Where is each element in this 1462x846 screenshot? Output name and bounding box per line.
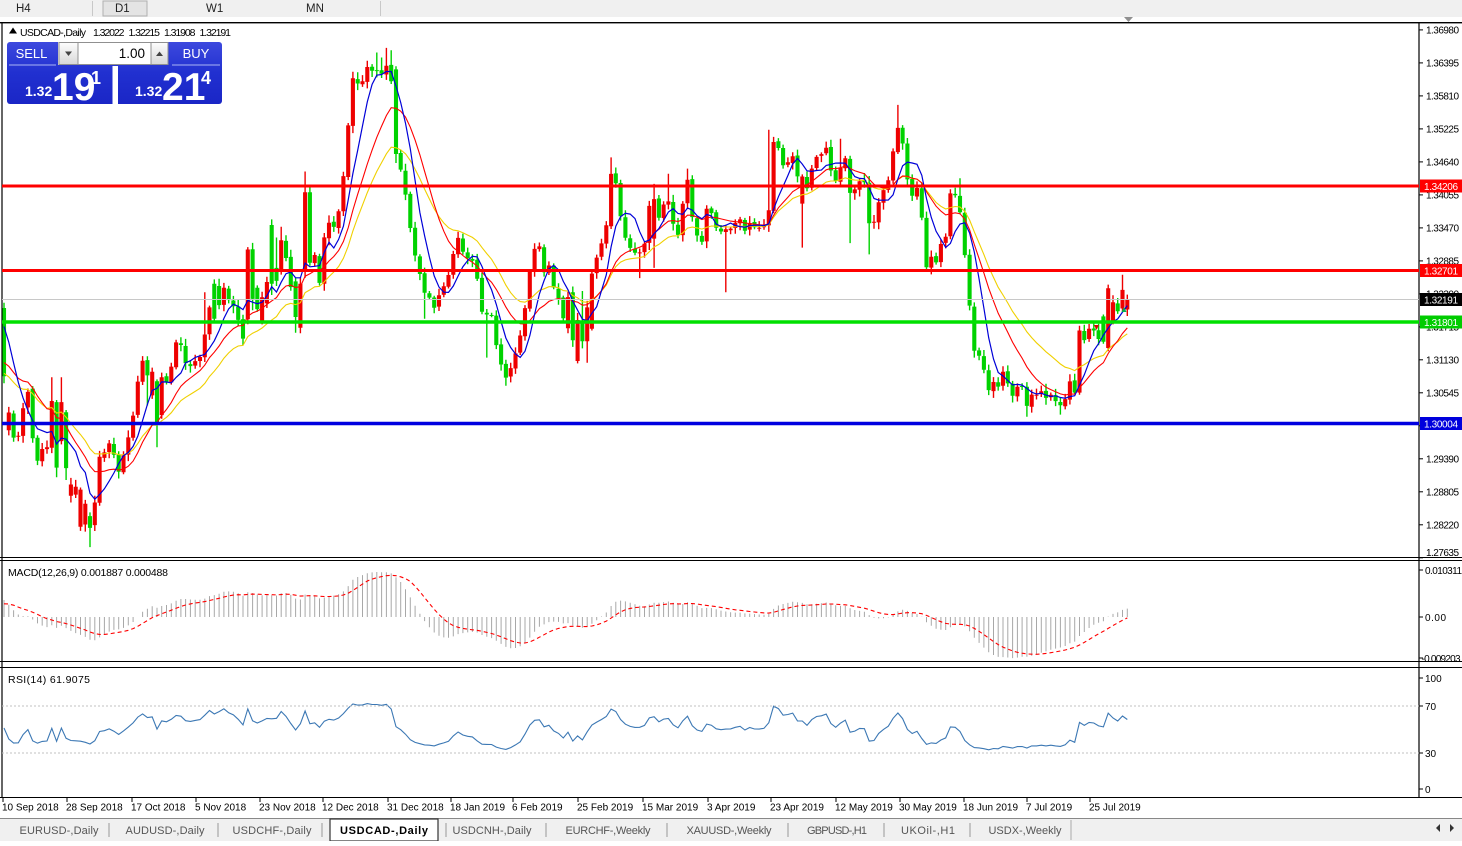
svg-text:1.32: 1.32	[25, 83, 52, 99]
svg-text:1: 1	[91, 68, 101, 88]
svg-text:23 Apr 2019: 23 Apr 2019	[770, 803, 824, 814]
svg-text:1.35810: 1.35810	[1426, 92, 1459, 103]
svg-text:1.31130: 1.31130	[1426, 356, 1459, 367]
svg-text:1.32885: 1.32885	[1426, 257, 1459, 268]
svg-text:15 Mar 2019: 15 Mar 2019	[642, 803, 699, 814]
svg-text:30 May 2019: 30 May 2019	[899, 803, 957, 814]
svg-text:XAUUSD-,Weekly: XAUUSD-,Weekly	[687, 825, 773, 837]
svg-text:1.31801: 1.31801	[1424, 318, 1458, 329]
svg-text:1.36980: 1.36980	[1426, 26, 1459, 37]
svg-text:0: 0	[1425, 785, 1431, 796]
svg-text:5 Nov 2018: 5 Nov 2018	[195, 803, 247, 814]
svg-text:70: 70	[1425, 702, 1437, 713]
svg-text:19: 19	[52, 66, 95, 109]
svg-text:18 Jan 2019: 18 Jan 2019	[450, 803, 505, 814]
svg-text:1.35225: 1.35225	[1426, 125, 1459, 136]
svg-text:UKOil-,H1: UKOil-,H1	[901, 825, 955, 837]
svg-text:1.34206: 1.34206	[1424, 182, 1458, 193]
svg-text:1.32215: 1.32215	[129, 27, 161, 39]
svg-text:4: 4	[201, 68, 211, 88]
svg-text:3 Apr 2019: 3 Apr 2019	[707, 803, 756, 814]
svg-text:1.31908: 1.31908	[164, 27, 196, 39]
svg-text:12 Dec 2018: 12 Dec 2018	[322, 803, 379, 814]
svg-text:EURUSD-,Daily: EURUSD-,Daily	[20, 825, 100, 837]
svg-text:1.30545: 1.30545	[1426, 389, 1459, 400]
svg-text:1.32022: 1.32022	[93, 27, 125, 39]
svg-text:23 Nov 2018: 23 Nov 2018	[259, 803, 316, 814]
svg-text:-0.009203: -0.009203	[1422, 654, 1461, 665]
svg-text:10 Sep 2018: 10 Sep 2018	[2, 803, 59, 814]
svg-text:USDCAD-,Daily: USDCAD-,Daily	[20, 27, 87, 39]
svg-text:RSI(14) 61.9075: RSI(14) 61.9075	[8, 674, 90, 686]
svg-text:6 Feb 2019: 6 Feb 2019	[512, 803, 563, 814]
svg-text:28 Sep 2018: 28 Sep 2018	[66, 803, 123, 814]
svg-text:1.29390: 1.29390	[1426, 455, 1459, 466]
svg-text:1.34055: 1.34055	[1426, 191, 1459, 202]
svg-text:17 Oct 2018: 17 Oct 2018	[131, 803, 186, 814]
svg-text:1.32191: 1.32191	[1424, 295, 1458, 306]
svg-text:25 Feb 2019: 25 Feb 2019	[577, 803, 634, 814]
svg-text:SELL: SELL	[16, 46, 48, 61]
svg-text:1.30004: 1.30004	[1424, 419, 1458, 430]
svg-text:MACD(12,26,9) 0.001887 0.00048: MACD(12,26,9) 0.001887 0.000488	[8, 567, 168, 579]
svg-text:0.00: 0.00	[1425, 613, 1446, 624]
svg-text:USDCNH-,Daily: USDCNH-,Daily	[453, 825, 533, 837]
svg-text:BUY: BUY	[183, 46, 210, 61]
svg-text:GBPUSD-,H1: GBPUSD-,H1	[807, 825, 867, 837]
svg-text:1.33470: 1.33470	[1426, 224, 1459, 235]
svg-text:USDCAD-,Daily: USDCAD-,Daily	[340, 825, 429, 837]
svg-text:100: 100	[1425, 674, 1442, 685]
svg-text:25 Jul 2019: 25 Jul 2019	[1089, 803, 1141, 814]
svg-text:1.00: 1.00	[119, 46, 145, 61]
svg-text:1.32: 1.32	[135, 83, 162, 99]
svg-text:7 Jul 2019: 7 Jul 2019	[1026, 803, 1073, 814]
svg-text:1.36395: 1.36395	[1426, 59, 1459, 70]
svg-text:1.28220: 1.28220	[1426, 521, 1459, 532]
svg-text:1.34640: 1.34640	[1426, 158, 1459, 169]
svg-text:31 Dec 2018: 31 Dec 2018	[387, 803, 444, 814]
svg-text:0.010311: 0.010311	[1425, 566, 1462, 577]
svg-text:AUDUSD-,Daily: AUDUSD-,Daily	[126, 825, 206, 837]
svg-text:USDX-,Weekly: USDX-,Weekly	[989, 825, 1063, 837]
svg-text:30: 30	[1425, 749, 1437, 760]
svg-text:W1: W1	[206, 3, 223, 15]
svg-text:MN: MN	[306, 3, 324, 15]
svg-text:21: 21	[162, 66, 205, 109]
svg-text:1.32191: 1.32191	[200, 27, 232, 39]
svg-text:EURCHF-,Weekly: EURCHF-,Weekly	[566, 825, 652, 837]
svg-text:H4: H4	[16, 3, 31, 15]
svg-text:1.27635: 1.27635	[1426, 548, 1459, 559]
svg-text:12 May 2019: 12 May 2019	[835, 803, 893, 814]
svg-text:1.32701: 1.32701	[1424, 266, 1458, 277]
svg-text:D1: D1	[115, 3, 130, 15]
svg-text:USDCHF-,Daily: USDCHF-,Daily	[233, 825, 313, 837]
svg-text:18 Jun 2019: 18 Jun 2019	[963, 803, 1018, 814]
svg-text:1.28805: 1.28805	[1426, 488, 1459, 499]
